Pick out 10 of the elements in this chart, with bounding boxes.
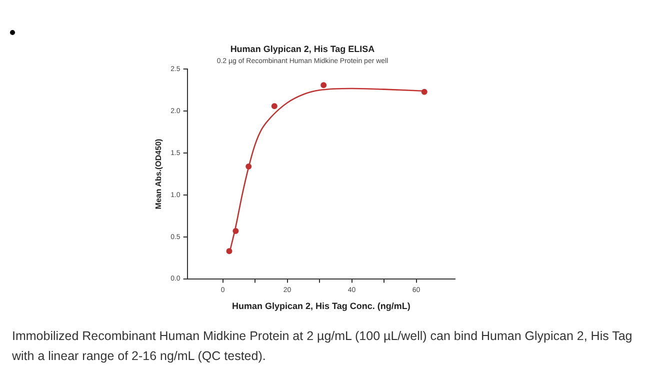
point [421,88,428,95]
text: Immobilized Recombinant Human Midkine Protein at 2 µg/mL (100 µL/well) can bind Human Glypican 2, His Tag with a linear range of 2-16 ng/mL (QC tested). [12,328,634,365]
point [246,163,252,170]
y-axis-title: Mean Abs.(OD450) [154,138,164,210]
x-axis-title: Human Glypican 2, His Tag Conc. (ng/mL) [232,301,410,312]
point [232,228,239,234]
point [226,248,232,254]
point [271,103,278,110]
point [320,82,327,88]
chart-title: Human Glypican 2, His Tag ELISA [230,44,376,54]
